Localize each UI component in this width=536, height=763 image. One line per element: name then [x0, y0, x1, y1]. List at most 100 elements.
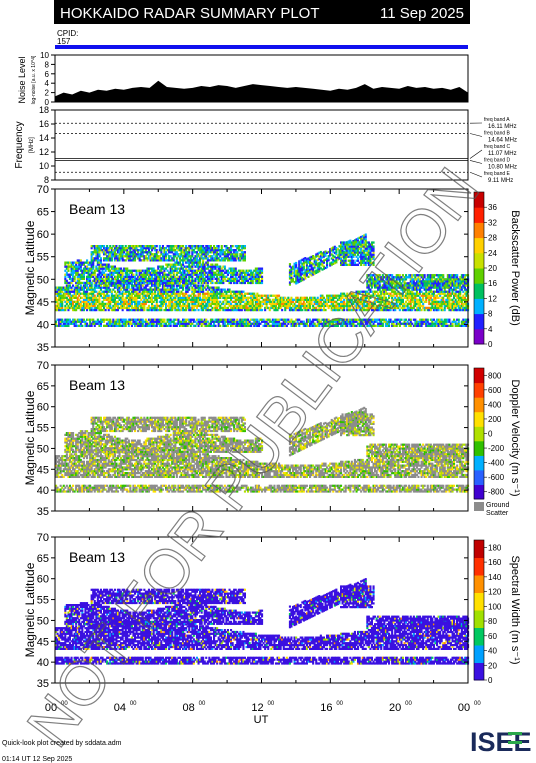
power-cell — [121, 292, 124, 295]
power-cell — [92, 318, 95, 321]
frequency-ytick-label: 18 — [39, 105, 49, 115]
power-cell — [132, 251, 135, 254]
power-cell — [169, 298, 172, 301]
power-cell — [62, 296, 65, 299]
power-cell — [171, 290, 174, 293]
power-cell — [107, 298, 110, 301]
power-cell — [92, 292, 95, 295]
power-cell — [166, 281, 169, 285]
power-cell — [147, 290, 150, 293]
power-cell — [149, 251, 152, 254]
power-cell — [161, 294, 164, 297]
power-cell — [67, 318, 70, 321]
power-cell — [87, 298, 90, 301]
power-cell — [56, 290, 59, 293]
power-cell — [146, 306, 149, 310]
power-cell — [121, 300, 124, 303]
power-cell — [182, 261, 185, 264]
power-cell — [81, 292, 84, 295]
power-cell — [158, 277, 161, 280]
power-cell — [185, 257, 188, 260]
power-cell — [188, 296, 191, 299]
power-cell — [65, 286, 68, 289]
power-cell — [103, 298, 106, 301]
power-cell — [203, 294, 206, 297]
power-cell — [138, 284, 141, 287]
power-cell — [96, 253, 99, 256]
power-cell — [174, 253, 177, 256]
power-cell — [151, 273, 154, 276]
power-cell — [82, 273, 85, 276]
power-cell — [112, 267, 115, 270]
power-cell — [90, 294, 93, 297]
power-cell — [143, 281, 146, 285]
power-cell — [257, 277, 260, 280]
power-cell — [180, 251, 183, 254]
power-cell — [180, 322, 183, 325]
power-cell — [163, 286, 166, 289]
power-cell — [96, 257, 99, 260]
power-cell — [160, 271, 163, 274]
power-cell — [68, 261, 71, 264]
noise-ytick-label: 2 — [45, 89, 50, 98]
power-cell — [135, 253, 138, 256]
power-cell — [177, 279, 180, 282]
power-cell — [146, 269, 149, 272]
power-cell — [192, 249, 195, 252]
power-cell — [140, 279, 143, 282]
power-cell — [98, 261, 101, 264]
power-cell — [104, 251, 107, 254]
power-cell — [237, 247, 240, 250]
power-cell — [172, 257, 175, 260]
power-cell — [157, 294, 160, 297]
power-cell — [155, 304, 158, 308]
power-cell — [157, 265, 160, 268]
power-cell — [216, 290, 219, 293]
power-cell — [141, 245, 144, 248]
power-cell — [188, 304, 191, 308]
power-cell — [96, 273, 99, 276]
power-cell — [86, 306, 89, 310]
power-cell — [178, 304, 181, 308]
power-cell — [73, 324, 76, 327]
power-cell — [165, 259, 168, 262]
power-cell — [67, 269, 70, 272]
power-cell — [144, 286, 147, 289]
power-cell — [86, 296, 89, 299]
power-cell — [182, 320, 185, 323]
power-cell — [169, 302, 172, 306]
power-cell — [140, 302, 143, 306]
power-cell — [129, 304, 132, 308]
power-cell — [177, 304, 180, 308]
power-cell — [135, 292, 138, 295]
power-cell — [166, 263, 169, 266]
power-cell — [96, 251, 99, 254]
power-cell — [118, 296, 121, 299]
power-cell — [129, 298, 132, 301]
power-cell — [87, 286, 90, 289]
power-cell — [175, 263, 178, 266]
power-cell — [298, 318, 301, 321]
power-cell — [168, 308, 171, 312]
power-cell — [171, 279, 174, 282]
power-cell — [64, 277, 67, 280]
power-cell — [132, 300, 135, 303]
power-cell — [92, 251, 95, 254]
power-cell — [225, 245, 228, 248]
power-cell — [110, 322, 113, 325]
power-cell — [191, 275, 194, 278]
power-cell — [84, 300, 87, 303]
power-cell — [82, 288, 85, 291]
power-cell — [194, 288, 197, 291]
power-cell — [147, 318, 150, 321]
power-cell — [87, 304, 90, 308]
power-cell — [189, 257, 192, 260]
power-cell — [109, 251, 112, 254]
power-cell — [191, 267, 194, 270]
power-cell — [98, 269, 101, 272]
power-cell — [262, 318, 265, 321]
power-cell — [95, 302, 98, 306]
power-cell — [171, 292, 174, 295]
power-cell — [62, 298, 65, 301]
power-cell — [61, 290, 64, 293]
